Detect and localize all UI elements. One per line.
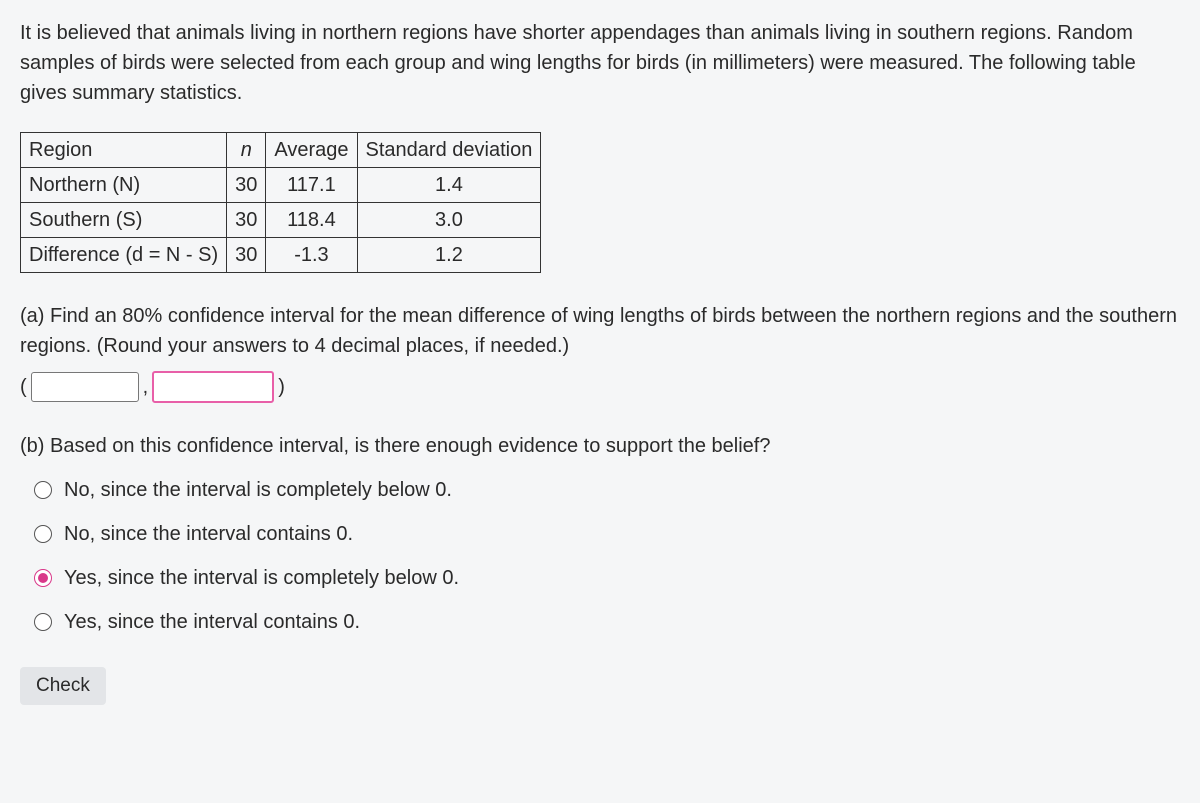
part-a-text: (a) Find an 80% confidence interval for … [20, 301, 1180, 361]
row-label: Difference (d = N - S) [21, 238, 227, 273]
cell-sd: 3.0 [357, 203, 541, 238]
option-row: Yes, since the interval contains 0. [34, 607, 1180, 637]
ci-upper-input[interactable] [152, 371, 274, 403]
radio-option-3[interactable] [34, 613, 52, 631]
option-row: Yes, since the interval is completely be… [34, 563, 1180, 593]
cell-n: 30 [227, 238, 266, 273]
intro-text: It is believed that animals living in no… [20, 18, 1180, 108]
cell-n: 30 [227, 168, 266, 203]
comma: , [143, 372, 149, 402]
table-row: Northern (N) 30 117.1 1.4 [21, 168, 541, 203]
option-label: No, since the interval contains 0. [64, 519, 353, 549]
table-row: Difference (d = N - S) 30 -1.3 1.2 [21, 238, 541, 273]
table-row: Southern (S) 30 118.4 3.0 [21, 203, 541, 238]
option-row: No, since the interval contains 0. [34, 519, 1180, 549]
col-avg-header: Average [266, 133, 357, 168]
col-region-header: Region [21, 133, 227, 168]
options-group: No, since the interval is completely bel… [34, 475, 1180, 637]
cell-n: 30 [227, 203, 266, 238]
cell-avg: 117.1 [266, 168, 357, 203]
option-label: Yes, since the interval is completely be… [64, 563, 459, 593]
summary-table: Region n Average Standard deviation Nort… [20, 132, 541, 273]
cell-avg: -1.3 [266, 238, 357, 273]
paren-close: ) [278, 372, 285, 402]
ci-inputs: ( , ) [20, 371, 1180, 403]
cell-sd: 1.2 [357, 238, 541, 273]
radio-option-0[interactable] [34, 481, 52, 499]
cell-avg: 118.4 [266, 203, 357, 238]
option-row: No, since the interval is completely bel… [34, 475, 1180, 505]
radio-option-1[interactable] [34, 525, 52, 543]
part-b-text: (b) Based on this confidence interval, i… [20, 431, 1180, 461]
col-n-header: n [227, 133, 266, 168]
radio-option-2[interactable] [34, 569, 52, 587]
option-label: No, since the interval is completely bel… [64, 475, 452, 505]
row-label: Southern (S) [21, 203, 227, 238]
ci-lower-input[interactable] [31, 372, 139, 402]
paren-open: ( [20, 372, 27, 402]
option-label: Yes, since the interval contains 0. [64, 607, 360, 637]
col-sd-header: Standard deviation [357, 133, 541, 168]
cell-sd: 1.4 [357, 168, 541, 203]
check-button[interactable]: Check [20, 667, 106, 705]
row-label: Northern (N) [21, 168, 227, 203]
